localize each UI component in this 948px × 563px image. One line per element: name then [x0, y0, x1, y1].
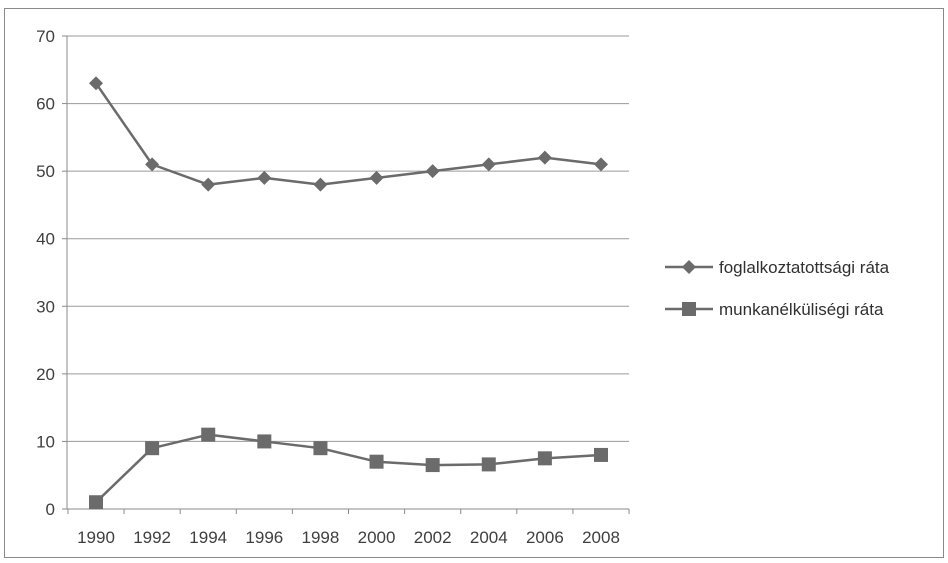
- y-tick-label: 0: [46, 500, 55, 519]
- square-point: [201, 427, 216, 442]
- x-tick-label: 1998: [302, 528, 340, 547]
- series-line-1: [94, 82, 602, 186]
- legend: foglalkoztatottsági ráta munkanélküliségi…: [665, 258, 890, 319]
- x-tick-label: 1990: [77, 528, 115, 547]
- y-tick-label: 70: [36, 27, 55, 46]
- y-tick-label: 30: [36, 297, 55, 316]
- diamond-point: [89, 76, 103, 91]
- axes: 0 10 20 30 40 50 60 70 1990 1992 1994 1996 1998 2000 2…: [36, 27, 630, 547]
- square-point: [537, 451, 552, 466]
- series-line-2: [95, 433, 602, 504]
- x-tick-label: 2002: [414, 528, 452, 547]
- square-point: [313, 441, 328, 456]
- y-tick-label: 20: [36, 365, 55, 384]
- x-tick-label: 2004: [470, 528, 508, 547]
- diamond-point: [369, 170, 384, 185]
- legend-entry-2: munkanélküliségi ráta: [665, 300, 884, 319]
- diamond-point: [145, 157, 160, 172]
- diamond-point: [537, 150, 552, 165]
- diamond-point: [425, 164, 440, 179]
- square-point: [89, 495, 103, 510]
- y-tick-label: 40: [36, 230, 55, 249]
- chart-frame: 0 10 20 30 40 50 60 70 1990 1992 1994 1996 1998 2000 2…: [4, 8, 944, 558]
- legend-marker: [682, 260, 696, 274]
- y-tick-label: 10: [36, 432, 55, 451]
- diamond-point: [201, 177, 216, 192]
- series-1: [89, 76, 608, 192]
- legend-label: foglalkoztatottsági ráta: [719, 258, 890, 277]
- x-tick-label: 2000: [358, 528, 396, 547]
- line-chart: 0 10 20 30 40 50 60 70 1990 1992 1994 1996 1998 2000 2…: [36, 27, 890, 547]
- series-2: [89, 427, 608, 510]
- square-point: [481, 457, 496, 472]
- x-tick-label: 2008: [582, 528, 620, 547]
- diamond-point: [257, 170, 272, 185]
- legend-label: munkanélküliségi ráta: [719, 300, 884, 319]
- x-tick-label: 1996: [245, 528, 283, 547]
- diamond-point: [481, 157, 496, 172]
- diamond-point: [313, 177, 328, 192]
- legend-entry-1: foglalkoztatottsági ráta: [665, 258, 890, 277]
- y-tick-label: 60: [36, 95, 55, 114]
- x-tick-label: 1992: [133, 528, 171, 547]
- square-point: [594, 447, 608, 462]
- diamond-point: [594, 157, 608, 172]
- legend-marker: [682, 302, 696, 316]
- x-tick-label: 2006: [526, 528, 564, 547]
- y-tick-label: 50: [36, 162, 55, 181]
- square-point: [145, 441, 160, 456]
- x-tick-label: 1994: [189, 528, 227, 547]
- gridlines: [67, 35, 629, 442]
- square-point: [425, 458, 440, 473]
- series-layer: [89, 76, 608, 510]
- square-point: [369, 454, 384, 469]
- square-point: [257, 434, 272, 449]
